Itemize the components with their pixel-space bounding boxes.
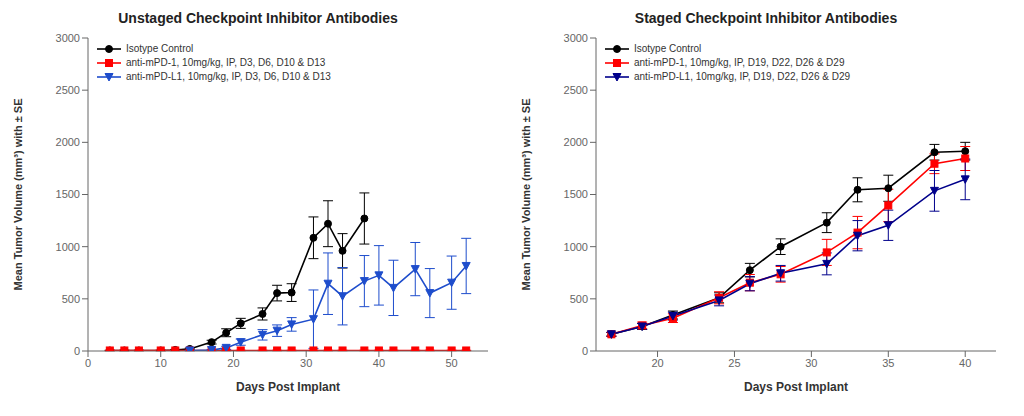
html-text:anti-mPD-L1, 10mg/kg, IP, D19,: anti-mPD-L1, 10mg/kg, IP, D19, D22, D26 … <box>634 71 850 82</box>
svg-text:20: 20 <box>227 357 239 369</box>
svg-text:25: 25 <box>728 357 740 369</box>
svg-text:0: 0 <box>582 345 588 357</box>
svg-text:40: 40 <box>959 357 971 369</box>
svg-text:30: 30 <box>805 357 817 369</box>
svg-text:50: 50 <box>446 357 458 369</box>
svg-text:Mean Tumor Volume (mm³) with ±: Mean Tumor Volume (mm³) with ± SE <box>12 98 24 290</box>
html-text:anti-mPD-1, 10mg/kg, IP, D3, D: anti-mPD-1, 10mg/kg, IP, D3, D6, D10 & D… <box>126 57 326 68</box>
svg-text:1500: 1500 <box>56 188 80 200</box>
svg-text:2500: 2500 <box>56 84 80 96</box>
svg-text:2500: 2500 <box>564 84 588 96</box>
html-text:Staged Checkpoint Inhibitor An: Staged Checkpoint Inhibitor Antibodies <box>634 10 898 26</box>
svg-text:40: 40 <box>373 357 385 369</box>
svg-text:35: 35 <box>882 357 894 369</box>
svg-text:1000: 1000 <box>56 241 80 253</box>
svg-text:Days Post Implant: Days Post Implant <box>744 380 848 394</box>
svg-text:1500: 1500 <box>564 188 588 200</box>
svg-text:3000: 3000 <box>564 32 588 44</box>
svg-text:30: 30 <box>300 357 312 369</box>
html-text:Isotype Control: Isotype Control <box>634 43 702 54</box>
svg-text:2000: 2000 <box>56 136 80 148</box>
svg-text:Days Post Implant: Days Post Implant <box>236 380 340 394</box>
svg-text:0: 0 <box>85 357 91 369</box>
svg-text:1000: 1000 <box>564 241 588 253</box>
svg-text:3000: 3000 <box>56 32 80 44</box>
html-text:anti-mPD-1, 10mg/kg, IP, D19,: anti-mPD-1, 10mg/kg, IP, D19, D22, D26 &… <box>634 57 845 68</box>
svg-text:2000: 2000 <box>564 136 588 148</box>
html-text:anti-mPD-L1, 10mg/kg, IP, D3,: anti-mPD-L1, 10mg/kg, IP, D3, D6, D10 & … <box>126 71 331 82</box>
svg-text:500: 500 <box>570 293 588 305</box>
svg-text:500: 500 <box>62 293 80 305</box>
html-text:Isotype Control: Isotype Control <box>126 43 194 54</box>
svg-text:Mean Tumor Volume (mm³) with ±: Mean Tumor Volume (mm³) with ± SE <box>520 98 532 290</box>
html-text:Unstaged Checkpoint Inhibitor: Unstaged Checkpoint Inhibitor Antibodies <box>118 10 398 26</box>
svg-text:20: 20 <box>651 357 663 369</box>
svg-text:0: 0 <box>74 345 80 357</box>
svg-text:10: 10 <box>155 357 167 369</box>
